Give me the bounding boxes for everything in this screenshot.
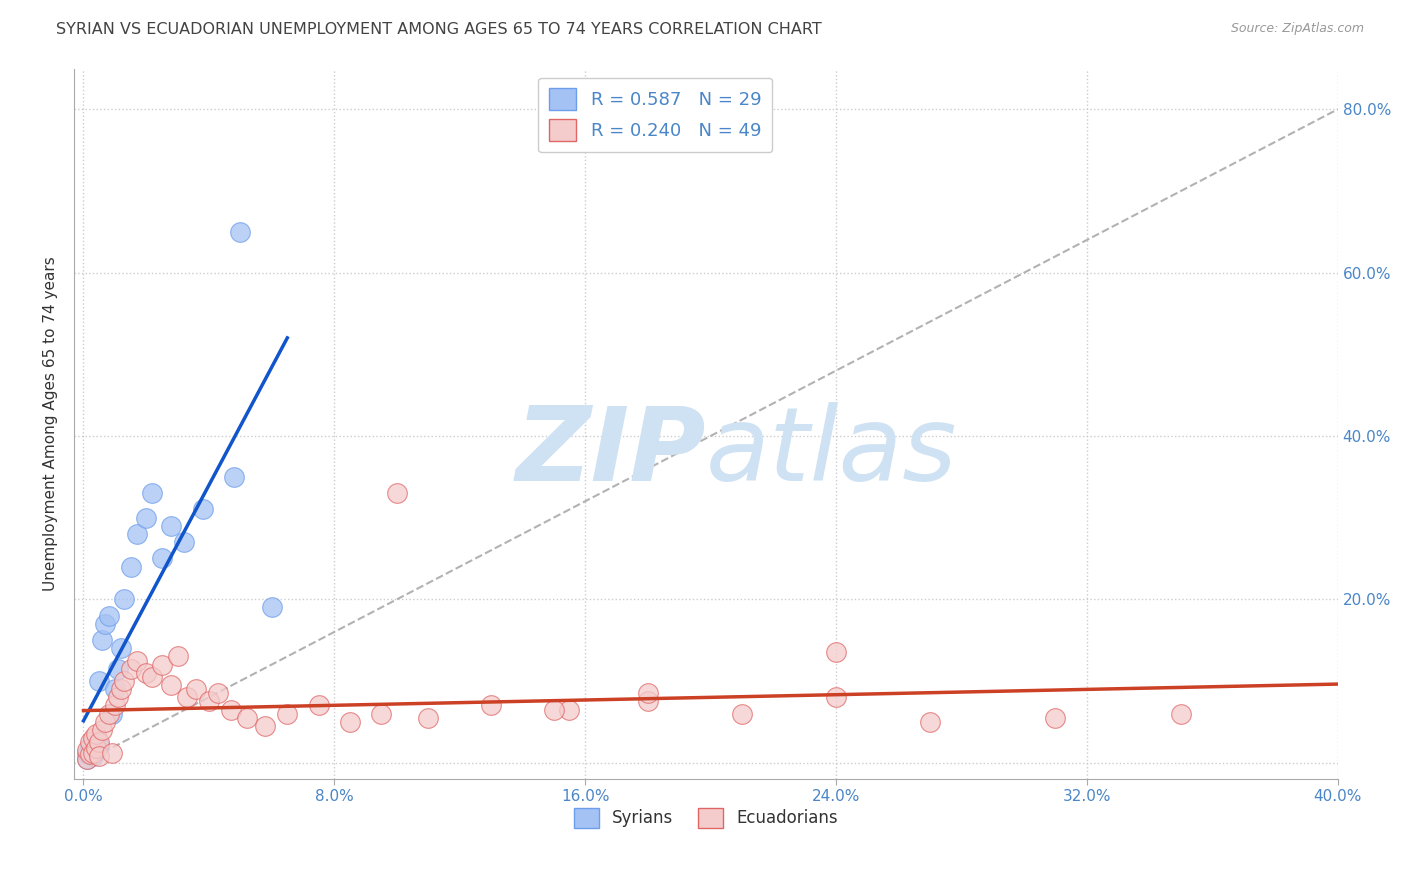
Point	[219, 702, 242, 716]
Point	[82, 731, 104, 745]
Point	[89, 735, 111, 749]
Point	[100, 746, 122, 760]
Point	[104, 682, 127, 697]
Point	[1045, 711, 1067, 725]
Point	[89, 673, 111, 688]
Point	[479, 698, 502, 713]
Point	[79, 747, 101, 762]
Point	[173, 535, 195, 549]
Point	[543, 702, 565, 716]
Point	[125, 527, 148, 541]
Point	[222, 470, 245, 484]
Point	[112, 673, 135, 688]
Point	[370, 706, 392, 721]
Point	[82, 749, 104, 764]
Point	[84, 743, 107, 757]
Legend: Syrians, Ecuadorians: Syrians, Ecuadorians	[567, 801, 845, 835]
Point	[276, 706, 298, 721]
Y-axis label: Unemployment Among Ages 65 to 74 years: Unemployment Among Ages 65 to 74 years	[44, 256, 58, 591]
Point	[79, 747, 101, 762]
Point	[1170, 706, 1192, 721]
Point	[186, 682, 208, 697]
Point	[160, 678, 183, 692]
Point	[91, 633, 114, 648]
Point	[89, 749, 111, 764]
Point	[418, 711, 440, 725]
Point	[637, 686, 659, 700]
Point	[150, 551, 173, 566]
Point	[308, 698, 330, 713]
Point	[135, 510, 157, 524]
Point	[125, 653, 148, 667]
Point	[107, 690, 129, 705]
Point	[166, 649, 188, 664]
Point	[97, 706, 120, 721]
Point	[104, 698, 127, 713]
Text: Source: ZipAtlas.com: Source: ZipAtlas.com	[1230, 22, 1364, 36]
Point	[229, 225, 252, 239]
Text: ZIP: ZIP	[515, 401, 706, 502]
Point	[150, 657, 173, 672]
Point	[198, 694, 221, 708]
Point	[84, 731, 107, 745]
Point	[385, 486, 408, 500]
Point	[637, 694, 659, 708]
Point	[141, 486, 163, 500]
Point	[89, 739, 111, 754]
Point	[76, 751, 98, 765]
Point	[112, 592, 135, 607]
Point	[339, 714, 361, 729]
Point	[191, 502, 214, 516]
Point	[260, 600, 283, 615]
Point	[918, 714, 941, 729]
Point	[825, 690, 848, 705]
Point	[76, 751, 98, 765]
Point	[84, 740, 107, 755]
Point	[176, 690, 198, 705]
Point	[141, 670, 163, 684]
Point	[94, 616, 117, 631]
Point	[76, 743, 98, 757]
Point	[135, 665, 157, 680]
Point	[160, 518, 183, 533]
Point	[235, 711, 257, 725]
Point	[558, 702, 581, 716]
Point	[91, 723, 114, 737]
Point	[110, 682, 132, 697]
Point	[97, 608, 120, 623]
Point	[79, 739, 101, 754]
Point	[100, 706, 122, 721]
Point	[120, 662, 142, 676]
Point	[254, 719, 277, 733]
Text: SYRIAN VS ECUADORIAN UNEMPLOYMENT AMONG AGES 65 TO 74 YEARS CORRELATION CHART: SYRIAN VS ECUADORIAN UNEMPLOYMENT AMONG …	[56, 22, 823, 37]
Point	[107, 662, 129, 676]
Point	[110, 641, 132, 656]
Point	[79, 735, 101, 749]
Point	[76, 746, 98, 760]
Point	[731, 706, 754, 721]
Point	[207, 686, 229, 700]
Point	[825, 645, 848, 659]
Point	[94, 714, 117, 729]
Point	[82, 746, 104, 760]
Text: atlas: atlas	[706, 402, 957, 502]
Point	[82, 735, 104, 749]
Point	[120, 559, 142, 574]
Point	[84, 727, 107, 741]
